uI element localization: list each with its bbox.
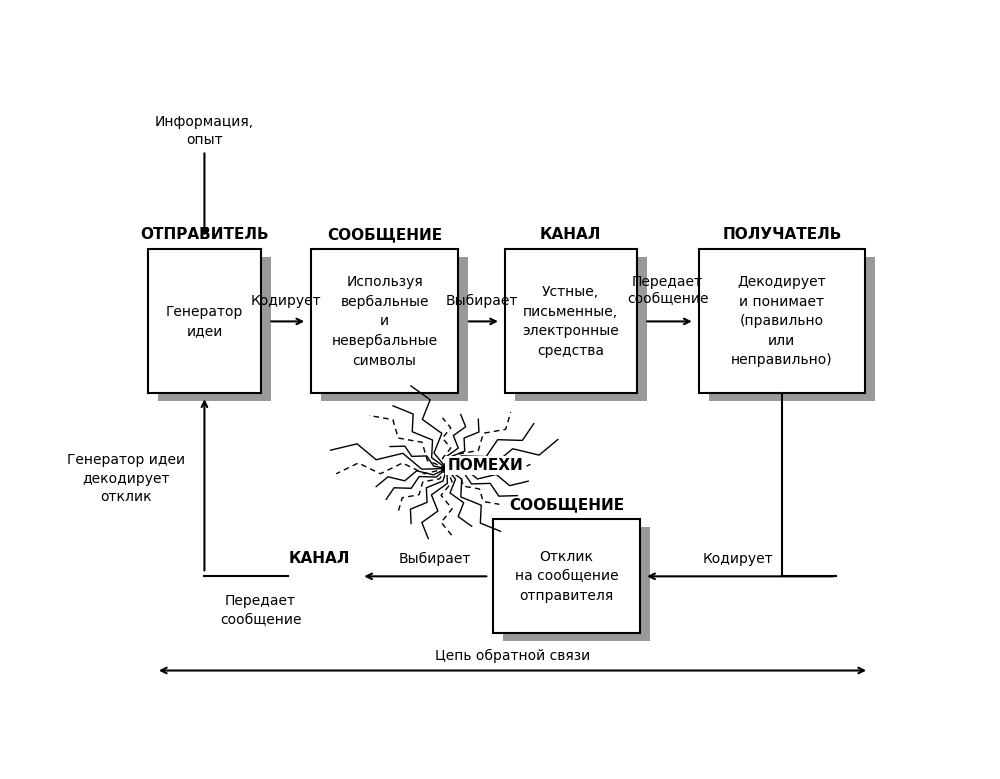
Text: Передает
сообщение: Передает сообщение [627,275,708,306]
Text: Используя
вербальные
и
невербальные
символы: Используя вербальные и невербальные симв… [332,275,438,368]
Text: ПОМЕХИ: ПОМЕХИ [448,458,523,473]
FancyBboxPatch shape [493,520,640,633]
Text: Информация,
опыт: Информация, опыт [155,115,254,147]
Text: Генератор идеи
декодирует
отклик: Генератор идеи декодирует отклик [67,453,185,504]
FancyBboxPatch shape [321,257,468,401]
Text: СООБЩЕНИЕ: СООБЩЕНИЕ [509,497,624,512]
Text: Цепь обратной связи: Цепь обратной связи [435,649,590,664]
Text: Выбирает: Выбирает [445,294,518,308]
Text: Передает
сообщение: Передает сообщение [220,594,301,627]
Text: ПОЛУЧАТЕЛЬ: ПОЛУЧАТЕЛЬ [722,227,842,242]
FancyBboxPatch shape [515,257,647,401]
Text: СООБЩЕНИЕ: СООБЩЕНИЕ [327,227,442,242]
Text: Декодирует
и понимает
(правильно
или
неправильно): Декодирует и понимает (правильно или неп… [731,276,833,368]
FancyBboxPatch shape [698,249,865,393]
Text: КАНАЛ: КАНАЛ [540,227,601,242]
FancyBboxPatch shape [503,527,650,641]
Text: Отклик
на сообщение
отправителя: Отклик на сообщение отправителя [515,550,619,603]
Text: ОТПРАВИТЕЛЬ: ОТПРАВИТЕЛЬ [140,227,269,242]
Text: Генератор
идеи: Генератор идеи [166,305,243,338]
Text: Кодирует: Кодирует [703,552,774,566]
Text: Кодирует: Кодирует [250,294,321,308]
FancyBboxPatch shape [311,249,458,393]
FancyBboxPatch shape [148,249,261,393]
Text: Выбирает: Выбирает [399,552,471,566]
FancyBboxPatch shape [505,249,637,393]
FancyBboxPatch shape [158,257,271,401]
Text: КАНАЛ: КАНАЛ [288,551,350,566]
FancyBboxPatch shape [709,257,875,401]
Text: Устные,
письменные,
электронные
средства: Устные, письменные, электронные средства [522,285,619,358]
